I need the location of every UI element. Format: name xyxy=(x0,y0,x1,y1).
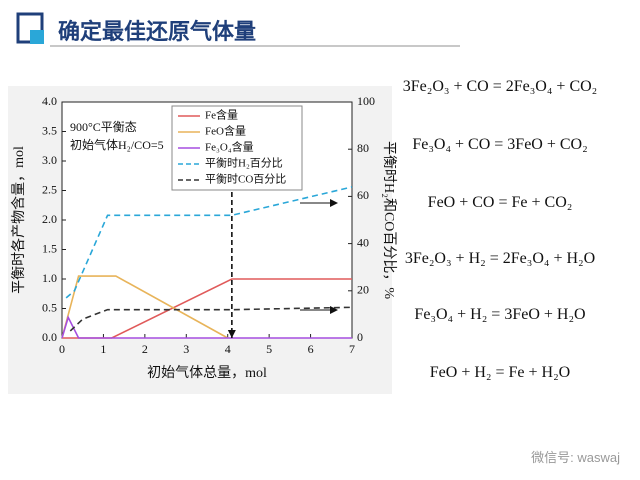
annotation: 900°C平衡态 xyxy=(70,120,137,134)
y-tick-label: 2.0 xyxy=(42,212,57,226)
title-icon xyxy=(30,30,44,44)
arrow xyxy=(330,306,338,314)
y2-tick-label: 20 xyxy=(357,283,369,297)
series-line xyxy=(69,306,353,332)
watermark: 微信号: waswaj xyxy=(531,450,620,465)
y2-tick-label: 60 xyxy=(357,188,369,202)
arrow xyxy=(330,199,338,207)
title: 确定最佳还原气体量 xyxy=(58,20,257,45)
y-tick-label: 1.0 xyxy=(42,271,57,285)
equation: 3Fe₂O₃ + CO = 2Fe₃O₄ + CO₂ xyxy=(402,78,598,95)
series-line xyxy=(65,186,353,299)
x-tick-label: 4 xyxy=(225,342,231,356)
y-tick-label: 0.0 xyxy=(42,330,57,344)
chart: 900°C平衡态 初始气体H₂/CO=5 初始气体总量，mol 平衡时各产物含量… xyxy=(11,94,397,381)
y2-tick-label: 0 xyxy=(357,330,363,344)
y2-label: 平衡时H₂和CO百分比，% xyxy=(381,141,397,299)
y-tick-label: 3.0 xyxy=(42,153,57,167)
y2-tick-label: 40 xyxy=(357,235,369,249)
x-tick-label: 0 xyxy=(59,342,65,356)
y-tick-label: 2.5 xyxy=(42,182,57,196)
x-tick-label: 2 xyxy=(142,342,148,356)
legend-label: FeO含量 xyxy=(205,124,246,138)
x-label: 初始气体总量，mol xyxy=(147,364,267,381)
x-tick-label: 3 xyxy=(183,342,189,356)
equation: Fe₃O₄ + CO = 3FeO + CO₂ xyxy=(412,136,588,153)
y-tick-label: 1.5 xyxy=(42,241,57,255)
legend-label: Fe含量 xyxy=(205,108,238,122)
legend-label: 平衡时H₂百分比 xyxy=(205,157,283,170)
y-label: 平衡时各产物含量，mol xyxy=(11,146,27,294)
y-tick-label: 4.0 xyxy=(42,94,57,108)
equation: Fe₃O₄ + H₂ = 3FeO + H₂O xyxy=(414,306,586,323)
x-tick-label: 6 xyxy=(308,342,314,356)
y-tick-label: 3.5 xyxy=(42,123,57,137)
legend-label: Fe₃O₄含量 xyxy=(205,140,254,154)
x-tick-label: 5 xyxy=(266,342,272,356)
legend-label: 平衡时CO百分比 xyxy=(205,173,286,186)
equation: FeO + H₂ = Fe + H₂O xyxy=(429,364,571,381)
annotation: 初始气体H₂/CO=5 xyxy=(70,137,164,152)
y-tick-label: 0.5 xyxy=(42,300,57,314)
x-tick-label: 1 xyxy=(100,342,106,356)
series-line xyxy=(61,275,229,339)
equation: 3Fe₂O₃ + H₂ = 2Fe₃O₄ + H₂O xyxy=(404,250,596,267)
marker-arrow xyxy=(227,330,236,338)
equation: FeO + CO = Fe + CO₂ xyxy=(427,194,573,211)
y2-tick-label: 100 xyxy=(357,94,375,108)
x-tick-label: 7 xyxy=(349,342,355,356)
y2-tick-label: 80 xyxy=(357,141,369,155)
